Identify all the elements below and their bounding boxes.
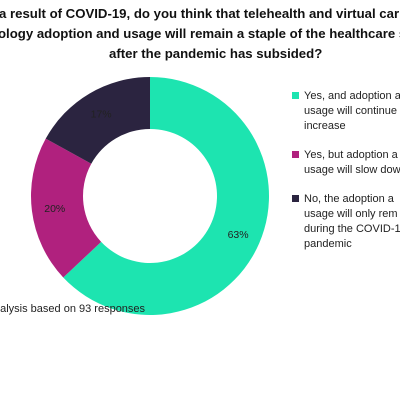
legend-label-line: increase: [304, 120, 346, 132]
legend-swatch-1: [292, 151, 299, 158]
legend-label-line: usage will only rem: [304, 208, 398, 220]
legend-label-line: usage will continue: [304, 105, 397, 117]
legend-label-2: No, the adoption a usage will only rem dur…: [304, 192, 400, 252]
chart-title-line-1: s a result of COVID-19, do you think tha…: [0, 6, 400, 21]
legend-label-line: during the COVID-1: [304, 223, 400, 235]
legend-item-0: Yes, and adoption a usage will continue in…: [292, 89, 400, 134]
legend-label-line: pandemic: [304, 238, 352, 250]
legend-item-2: No, the adoption a usage will only rem dur…: [292, 192, 400, 252]
chart-title-line-3: after the pandemic has subsided?: [109, 46, 323, 61]
footnote: nalysis based on 93 responses: [0, 303, 146, 315]
donut-slice-1: [30, 138, 102, 278]
donut-slice-2: [45, 77, 150, 164]
legend-label-line: usage will slow dow: [304, 164, 400, 176]
legend-swatch-2: [292, 195, 299, 202]
slice-value-label-0: 63%: [228, 229, 249, 241]
chart-legend: Yes, and adoption a usage will continue in…: [292, 89, 400, 266]
donut-slice-0: [63, 77, 269, 315]
legend-label-1: Yes, but adoption a usage will slow dow: [304, 148, 400, 178]
chart-title-line-2: ology adoption and usage will remain a s…: [0, 26, 400, 41]
legend-swatch-0: [292, 92, 299, 99]
slice-value-label-2: 17%: [91, 108, 112, 120]
legend-label-0: Yes, and adoption a usage will continue in…: [304, 89, 400, 134]
legend-label-line: Yes, and adoption a: [304, 90, 400, 102]
legend-item-1: Yes, but adoption a usage will slow dow: [292, 148, 400, 178]
slice-value-label-1: 20%: [44, 203, 65, 215]
legend-label-line: Yes, but adoption a: [304, 149, 398, 161]
legend-label-line: No, the adoption a: [304, 193, 394, 205]
donut-chart: 63% 20% 17%: [30, 77, 269, 315]
